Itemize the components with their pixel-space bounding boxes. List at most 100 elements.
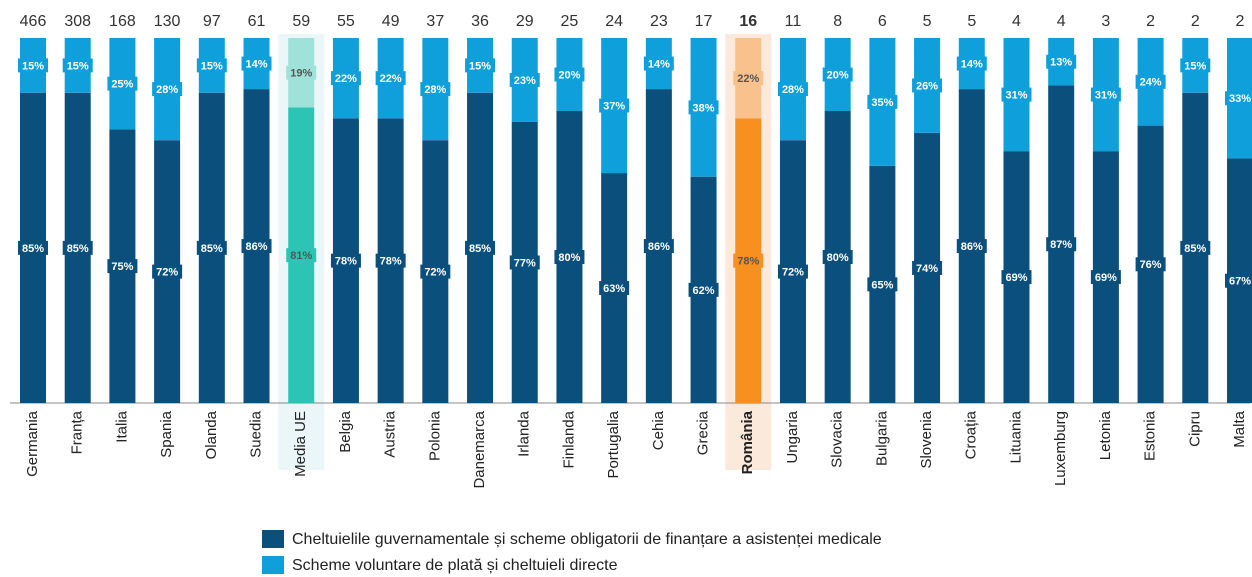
x-tick-label: Slovacia [829, 410, 846, 467]
value-label: 28% [782, 84, 804, 96]
value-label: 15% [22, 60, 44, 72]
value-label: 26% [916, 80, 938, 92]
value-label: 20% [827, 69, 849, 81]
x-tick-label: Bulgaria [873, 410, 890, 466]
value-label: 37% [603, 100, 625, 112]
label-box [1090, 270, 1121, 285]
x-tick-label: Portugalia [605, 410, 622, 478]
label-box [1180, 240, 1211, 255]
legend-swatch [262, 556, 284, 574]
label-box [509, 72, 540, 87]
value-label: 80% [558, 252, 580, 264]
total-label: 49 [382, 13, 400, 30]
total-label: 97 [203, 13, 221, 30]
label-box [1225, 91, 1252, 106]
label-box [152, 264, 183, 279]
value-label: 19% [290, 68, 312, 80]
value-label: 86% [648, 241, 670, 253]
label-box [107, 76, 138, 91]
label-box [822, 67, 853, 82]
total-label: 3 [1101, 13, 1110, 30]
value-label: 28% [424, 84, 446, 96]
value-label: 69% [1095, 272, 1117, 284]
label-box [956, 56, 987, 71]
x-tick-label: Franța [69, 410, 86, 454]
label-box [777, 264, 808, 279]
value-label: 15% [1184, 60, 1206, 72]
total-label: 2 [1236, 13, 1245, 30]
total-label: 37 [426, 13, 444, 30]
x-tick-label: Austria [382, 410, 399, 457]
x-tick-label: Irlanda [516, 410, 533, 457]
total-label: 168 [109, 13, 136, 30]
value-label: 23% [514, 75, 536, 87]
value-label: 69% [1005, 272, 1027, 284]
value-label: 81% [290, 250, 312, 262]
value-label: 76% [1140, 259, 1162, 271]
label-box [465, 240, 496, 255]
value-label: 72% [424, 267, 446, 279]
label-box [956, 239, 987, 254]
total-label: 61 [248, 13, 266, 30]
total-label: 8 [833, 13, 842, 30]
value-label: 78% [335, 256, 357, 268]
value-label: 85% [22, 243, 44, 255]
label-box [688, 282, 719, 297]
label-box [241, 56, 272, 71]
label-box [822, 250, 853, 264]
x-tick-label: Olanda [203, 410, 220, 459]
label-box [420, 82, 451, 97]
value-label: 77% [514, 257, 536, 269]
value-label: 67% [1229, 276, 1251, 288]
label-box [18, 240, 48, 255]
x-tick-label: Finlanda [560, 410, 577, 468]
value-label: 31% [1095, 89, 1117, 101]
value-label: 74% [916, 263, 938, 275]
x-tick-label: Slovenia [918, 410, 935, 468]
x-tick-label: Suedia [247, 410, 264, 457]
label-box [1135, 74, 1166, 89]
label-box [599, 98, 630, 113]
label-box [1090, 87, 1121, 102]
label-box [912, 78, 943, 93]
total-label: 17 [695, 13, 713, 30]
total-label: 308 [64, 13, 91, 30]
label-box [286, 248, 317, 263]
total-label: 55 [337, 13, 355, 30]
value-label: 20% [558, 69, 580, 81]
label-box [286, 65, 317, 80]
value-label: 14% [648, 58, 670, 70]
label-box [1225, 273, 1252, 288]
value-label: 14% [961, 58, 983, 70]
legend-swatch [262, 530, 284, 548]
value-label: 25% [111, 79, 133, 91]
label-box [375, 253, 406, 268]
label-box [554, 250, 585, 264]
x-tick-label: Cehia [650, 410, 667, 450]
x-tick-label: Cipru [1186, 411, 1203, 447]
total-label: 24 [605, 13, 623, 30]
value-label: 72% [156, 267, 178, 279]
total-label: 4 [1057, 13, 1066, 30]
value-label: 22% [380, 73, 402, 85]
value-label: 72% [782, 267, 804, 279]
label-box [62, 240, 93, 255]
value-label: 87% [1050, 239, 1072, 251]
x-tick-label: Germania [24, 410, 41, 477]
value-label: 86% [961, 241, 983, 253]
total-label: 4 [1012, 13, 1021, 30]
value-label: 28% [156, 84, 178, 96]
value-label: 15% [201, 60, 223, 72]
label-box [1046, 54, 1077, 69]
x-tick-label: Media UE [292, 411, 309, 477]
label-box [330, 253, 361, 268]
label-box [643, 56, 674, 71]
x-tick-label: Spania [158, 410, 175, 457]
total-label: 29 [516, 13, 534, 30]
label-box [599, 281, 630, 296]
label-box [1180, 58, 1211, 73]
total-label: 6 [878, 13, 887, 30]
x-tick-label: Estonia [1142, 410, 1159, 461]
label-box [1135, 257, 1166, 272]
legend-label: Scheme voluntare de plată și cheltuieli … [292, 557, 618, 574]
